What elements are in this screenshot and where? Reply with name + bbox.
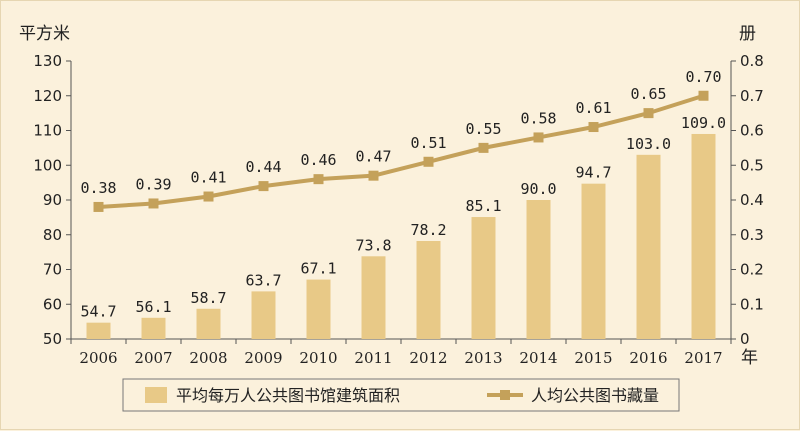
right-tick-label: 0	[740, 330, 750, 348]
left-tick-label: 120	[33, 87, 62, 105]
bar	[196, 308, 221, 339]
x-tick-label: 2006	[79, 349, 117, 367]
bar-value-label: 90.0	[520, 180, 556, 198]
x-tick-label: 2009	[244, 349, 282, 367]
line-marker	[698, 90, 709, 101]
line-value-label: 0.38	[80, 179, 116, 197]
right-tick-label: 0.5	[740, 156, 764, 174]
line-value-label: 0.55	[465, 120, 501, 138]
left-tick-label: 50	[43, 330, 62, 348]
bar	[141, 317, 166, 339]
bar-value-label: 67.1	[300, 260, 336, 278]
left-tick-label: 90	[43, 191, 62, 209]
bar	[86, 322, 111, 339]
line-marker	[643, 108, 654, 119]
right-tick-label: 0.4	[740, 191, 764, 209]
bar	[306, 279, 331, 339]
x-tick-label: 2007	[134, 349, 172, 367]
right-tick-label: 0.6	[740, 122, 764, 140]
right-tick-label: 0.8	[740, 52, 764, 70]
left-axis-unit: 平方米	[19, 24, 70, 44]
bar-value-label: 73.8	[355, 236, 391, 254]
x-tick-label: 2016	[629, 349, 667, 367]
line-value-label: 0.70	[685, 68, 721, 86]
bar-value-label: 58.7	[190, 289, 226, 307]
bar-value-label: 54.7	[80, 303, 116, 321]
bar-value-label: 85.1	[465, 197, 501, 215]
bar-value-label: 94.7	[575, 164, 611, 182]
line-marker	[93, 201, 104, 212]
x-tick-label: 2013	[464, 349, 502, 367]
left-tick-label: 130	[33, 52, 62, 70]
line-value-label: 0.51	[410, 134, 446, 152]
x-tick-label: 2011	[354, 349, 392, 367]
line-marker	[368, 170, 379, 181]
x-tick-label: 2012	[409, 349, 447, 367]
line-value-label: 0.47	[355, 148, 391, 166]
bar	[581, 183, 606, 339]
x-tick-label: 2017	[684, 349, 722, 367]
line-value-label: 0.46	[300, 151, 336, 169]
line-value-label: 0.41	[190, 169, 226, 187]
left-tick-label: 100	[33, 156, 62, 174]
legend-bar-label: 平均每万人公共图书馆建筑面积	[176, 386, 400, 405]
right-tick-label: 0.2	[740, 261, 764, 279]
bar-value-label: 63.7	[245, 271, 281, 289]
line-marker	[148, 198, 159, 209]
line-series	[98, 93, 705, 209]
bar	[361, 256, 386, 339]
right-tick-label: 0.3	[740, 226, 764, 244]
line-marker	[313, 174, 324, 185]
line-marker	[423, 156, 434, 167]
line-marker	[203, 191, 214, 202]
line-value-label: 0.58	[520, 109, 556, 127]
legend-box	[122, 378, 680, 412]
right-tick-label: 0.1	[740, 295, 764, 313]
line-value-label: 0.39	[135, 175, 171, 193]
legend-line-label: 人均公共图书藏量	[531, 386, 659, 405]
x-tick-label: 2010	[299, 349, 337, 367]
bar	[251, 291, 276, 339]
bar	[691, 133, 716, 339]
bar-value-label: 78.2	[410, 221, 446, 239]
bar	[416, 241, 441, 339]
bar-value-label: 56.1	[135, 298, 171, 316]
x-tick-label: 2008	[189, 349, 227, 367]
x-tick-label: 2015	[574, 349, 612, 367]
left-tick-label: 80	[43, 226, 62, 244]
left-tick-label: 110	[33, 122, 62, 140]
line-value-label: 0.65	[630, 85, 666, 103]
left-tick-label: 60	[43, 295, 62, 313]
line-marker	[533, 132, 544, 143]
left-tick-label: 70	[43, 261, 62, 279]
bar	[471, 217, 496, 339]
line-marker	[258, 181, 269, 192]
line-marker	[588, 122, 599, 133]
bar-value-label: 103.0	[626, 135, 671, 153]
line-value-label: 0.61	[575, 99, 611, 117]
x-tick-label: 2014	[519, 349, 557, 367]
bar	[526, 200, 551, 339]
bar	[636, 154, 661, 339]
line-value-label: 0.44	[245, 158, 281, 176]
line-marker	[478, 142, 489, 153]
legend-bar-swatch	[145, 387, 167, 403]
x-axis-unit: 年	[741, 348, 758, 368]
bar-value-label: 109.0	[681, 114, 726, 132]
right-tick-label: 0.7	[740, 87, 764, 105]
legend-line-marker	[500, 390, 510, 400]
right-axis-unit: 册	[739, 24, 756, 44]
